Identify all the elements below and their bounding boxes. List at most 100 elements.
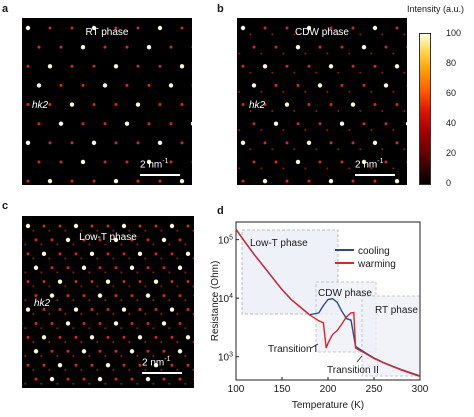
bragg-spot	[147, 266, 150, 269]
bragg-spot	[51, 350, 54, 353]
bragg-spot	[296, 45, 300, 49]
superlattice-spot	[293, 148, 295, 150]
superlattice-spot	[136, 244, 138, 246]
bragg-spot	[51, 266, 54, 269]
colorbar-tick: 40	[446, 118, 456, 128]
superlattice-spot	[315, 148, 317, 150]
scale-bar-label: 2 nm-1	[355, 158, 383, 170]
bragg-spot	[138, 252, 142, 256]
superlattice-spot	[64, 285, 66, 287]
bragg-spot	[122, 224, 126, 228]
bragg-spot	[93, 103, 96, 106]
bragg-spot	[90, 252, 94, 256]
annotation-cdw: CDW phase	[318, 288, 372, 299]
phase-label-low-t: Low-T phase	[22, 232, 194, 243]
scale-bar	[142, 372, 182, 374]
superlattice-spot	[293, 72, 295, 74]
superlattice-spot	[337, 148, 339, 150]
superlattice-spot	[104, 271, 106, 273]
superlattice-spot	[326, 129, 328, 131]
superlattice-spot	[359, 148, 361, 150]
phase-label-rt: RT phase	[22, 27, 192, 38]
scale-bar	[140, 174, 180, 176]
superlattice-spot	[24, 271, 26, 273]
bragg-spot	[130, 266, 134, 270]
bragg-spot	[38, 160, 41, 163]
superlattice-spot	[304, 53, 306, 55]
superlattice-spot	[249, 72, 251, 74]
bragg-spot	[136, 102, 140, 106]
bragg-spot	[37, 83, 41, 87]
x-tick-label: 300	[412, 384, 429, 395]
bragg-spot	[187, 225, 190, 228]
superlattice-spot	[168, 271, 170, 273]
bragg-spot	[242, 103, 245, 106]
superlattice-spot	[176, 313, 178, 315]
bragg-spot	[162, 321, 166, 325]
bragg-spot	[307, 141, 311, 145]
hk2-label: hk2	[34, 298, 50, 309]
bragg-spot	[90, 335, 94, 339]
superlattice-spot	[72, 355, 74, 357]
superlattice-spot	[326, 53, 328, 55]
superlattice-spot	[128, 257, 130, 259]
bragg-spot	[26, 141, 30, 145]
superlattice-spot	[88, 299, 90, 301]
superlattice-spot	[282, 167, 284, 169]
superlattice-spot	[184, 271, 186, 273]
bragg-spot	[48, 64, 52, 68]
bragg-spot	[50, 377, 54, 381]
superlattice-spot	[112, 369, 114, 371]
superlattice-spot	[24, 383, 26, 385]
superlattice-spot	[184, 327, 186, 329]
bragg-spot	[341, 84, 344, 87]
superlattice-spot	[48, 369, 50, 371]
diffraction-pattern-low-t: Low-T phase hk2 2 nm-1	[22, 216, 194, 388]
superlattice-spot	[40, 383, 42, 385]
bragg-spot	[91, 308, 94, 311]
superlattice-spot	[64, 341, 66, 343]
bragg-spot	[385, 46, 388, 49]
superlattice-spot	[48, 257, 50, 259]
bragg-spot	[351, 102, 355, 106]
superlattice-spot	[293, 110, 295, 112]
bragg-spot	[75, 364, 78, 367]
superlattice-spot	[112, 313, 114, 315]
superlattice-spot	[48, 313, 50, 315]
superlattice-spot	[104, 327, 106, 329]
bragg-spot	[83, 378, 86, 381]
bragg-spot	[81, 45, 85, 49]
bragg-spot	[319, 160, 322, 163]
colorbar-tick: 20	[446, 148, 456, 158]
bragg-spot	[82, 349, 86, 353]
bragg-spot	[43, 225, 46, 228]
bragg-spot	[147, 322, 150, 325]
bragg-spot	[186, 252, 190, 256]
superlattice-spot	[40, 327, 42, 329]
phase-label-cdw: CDW phase	[237, 27, 407, 38]
bragg-spot	[91, 280, 94, 283]
bragg-spot	[179, 378, 182, 381]
annotation-transition-2: Transition II	[327, 365, 379, 376]
bragg-spot	[107, 336, 110, 339]
superlattice-spot	[128, 341, 130, 343]
bragg-spot	[59, 336, 62, 339]
superlattice-spot	[56, 299, 58, 301]
superlattice-spot	[260, 167, 262, 169]
superlattice-spot	[249, 148, 251, 150]
superlattice-spot	[271, 72, 273, 74]
superlattice-spot	[184, 299, 186, 301]
bragg-spot	[115, 350, 118, 353]
bragg-spot	[275, 46, 278, 49]
bragg-spot	[163, 378, 166, 381]
superlattice-spot	[348, 167, 350, 169]
colorbar-tick: 80	[446, 58, 456, 68]
bragg-spot	[60, 84, 63, 87]
superlattice-spot	[315, 110, 317, 112]
bragg-spot	[35, 294, 38, 297]
bragg-spot	[42, 335, 46, 339]
bragg-spot	[131, 322, 134, 325]
superlattice-spot	[168, 327, 170, 329]
bragg-spot	[155, 252, 158, 255]
superlattice-spot	[56, 244, 58, 246]
